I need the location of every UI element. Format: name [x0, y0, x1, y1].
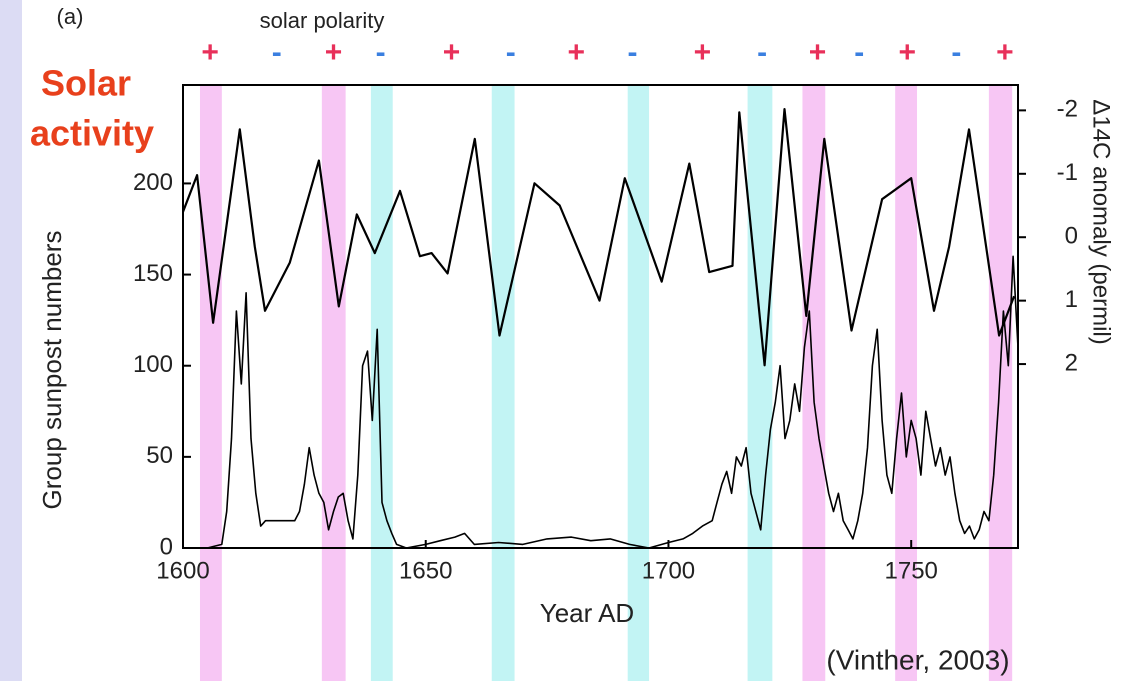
polarity-mark: +	[809, 36, 827, 69]
plot	[181, 84, 1026, 549]
source: (Vinther, 2003)	[826, 644, 1009, 675]
polarity-mark: -	[506, 36, 516, 69]
polarity-mark: +	[694, 36, 712, 69]
annotation: Solar	[41, 63, 131, 104]
y2-tick-label: 0	[1065, 223, 1078, 250]
bands	[199, 85, 1013, 681]
y-tick-label: 150	[133, 260, 173, 287]
polarity-mark: +	[996, 36, 1014, 69]
polarity-mark: -	[757, 36, 767, 69]
plot-frame	[182, 84, 1019, 549]
y-tick-label: 0	[160, 533, 173, 560]
polarity-mark: -	[951, 36, 961, 69]
annotation: activity	[30, 113, 154, 154]
polarity-mark: -	[376, 36, 386, 69]
y2-tick-label: -1	[1057, 159, 1078, 186]
x-tick-label: 1750	[885, 557, 938, 584]
sunspot-line	[183, 255, 1019, 549]
y2-axis-label: Δ14C anomaly (permil)	[1088, 99, 1115, 344]
y2-tick-label: 1	[1065, 286, 1078, 313]
band	[747, 85, 773, 681]
polarity-mark: +	[567, 36, 585, 69]
y-tick-label: 50	[146, 442, 173, 469]
band	[199, 85, 222, 681]
polarity-mark: -	[272, 36, 282, 69]
polarity-mark: +	[325, 36, 343, 69]
polarity-mark: +	[201, 36, 219, 69]
band	[627, 85, 650, 681]
side-strip	[0, 0, 22, 681]
band	[895, 85, 918, 681]
x-tick-label: 1700	[642, 557, 695, 584]
band	[491, 85, 515, 681]
x-tick-label: 1600	[156, 557, 209, 584]
band	[321, 85, 346, 681]
polarity-mark: -	[628, 36, 638, 69]
polarity-mark: +	[443, 36, 461, 69]
y2-tick-label: 2	[1065, 349, 1078, 376]
y-axis-label: Group sunpost numbers	[37, 231, 67, 510]
panel-label: (a)	[57, 4, 84, 29]
y2-tick-label: -2	[1057, 96, 1078, 123]
polarity-title: solar polarity	[260, 8, 385, 33]
x-axis-label: Year AD	[540, 598, 634, 628]
c14-line	[181, 108, 1016, 367]
y-tick-label: 100	[133, 351, 173, 378]
polarity-mark: +	[899, 36, 917, 69]
band	[370, 85, 393, 681]
x-tick-label: 1650	[399, 557, 452, 584]
band	[988, 85, 1013, 681]
y-tick-label: 200	[133, 169, 173, 196]
polarity-mark: -	[854, 36, 864, 69]
